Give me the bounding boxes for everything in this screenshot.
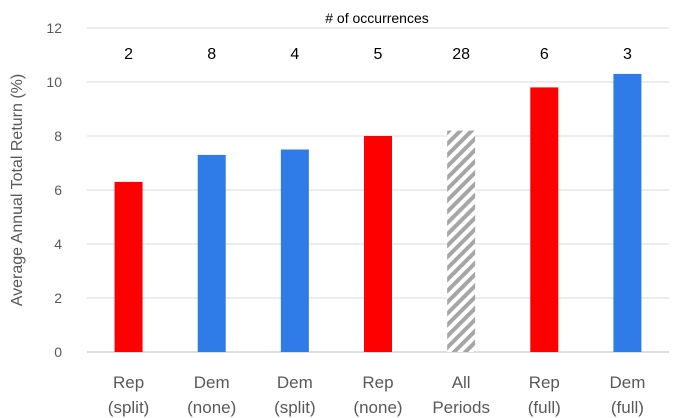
category-sublabel: (split) — [108, 398, 150, 417]
occurrence-count: 8 — [207, 46, 216, 63]
bar-rep-split — [114, 181, 143, 352]
occurrence-count: 3 — [623, 46, 632, 63]
bar-dem-full — [613, 73, 642, 353]
category-sublabel: (split) — [274, 398, 316, 417]
category-sublabel: (full) — [611, 398, 644, 417]
y-tick-label: 6 — [54, 182, 62, 198]
y-tick-label: 10 — [46, 74, 62, 90]
category-sublabel: Periods — [432, 398, 490, 417]
bar-rep-none — [364, 136, 392, 352]
occurrence-count: 6 — [540, 46, 549, 63]
y-tick-label: 8 — [54, 128, 62, 144]
y-tick-label: 2 — [54, 290, 62, 306]
y-tick-labels: 0 2 4 6 8 10 12 — [46, 20, 62, 360]
occurrence-counts: 2 8 4 5 28 6 3 — [124, 46, 632, 63]
bars — [114, 73, 642, 353]
category-label: Dem — [194, 373, 230, 392]
y-tick-label: 0 — [54, 344, 62, 360]
y-axis-label: Average Annual Total Return (%) — [9, 74, 26, 306]
category-sublabel: (none) — [353, 398, 402, 417]
bar-rep-full — [530, 87, 559, 353]
category-label: Dem — [609, 373, 645, 392]
occurrence-count: 5 — [374, 46, 383, 63]
occurrence-count: 4 — [290, 46, 299, 63]
category-label: Rep — [113, 373, 144, 392]
y-tick-label: 12 — [46, 20, 62, 36]
category-label: Dem — [277, 373, 313, 392]
bar-dem-none — [197, 154, 226, 352]
occurrences-annotation: # of occurrences — [325, 10, 429, 26]
category-label: Rep — [529, 373, 560, 392]
category-sublabel: (none) — [187, 398, 236, 417]
category-sublabel: (full) — [528, 398, 561, 417]
category-label: Rep — [362, 373, 393, 392]
category-label: All — [452, 373, 471, 392]
category-labels: Rep (split) Dem (none) Dem (split) Rep (none) Al… — [108, 373, 646, 417]
occurrence-count: 28 — [452, 46, 470, 63]
bar-dem-split — [280, 149, 309, 352]
bar-all-periods — [447, 130, 476, 352]
y-tick-label: 4 — [54, 236, 62, 252]
occurrence-count: 2 — [124, 46, 133, 63]
